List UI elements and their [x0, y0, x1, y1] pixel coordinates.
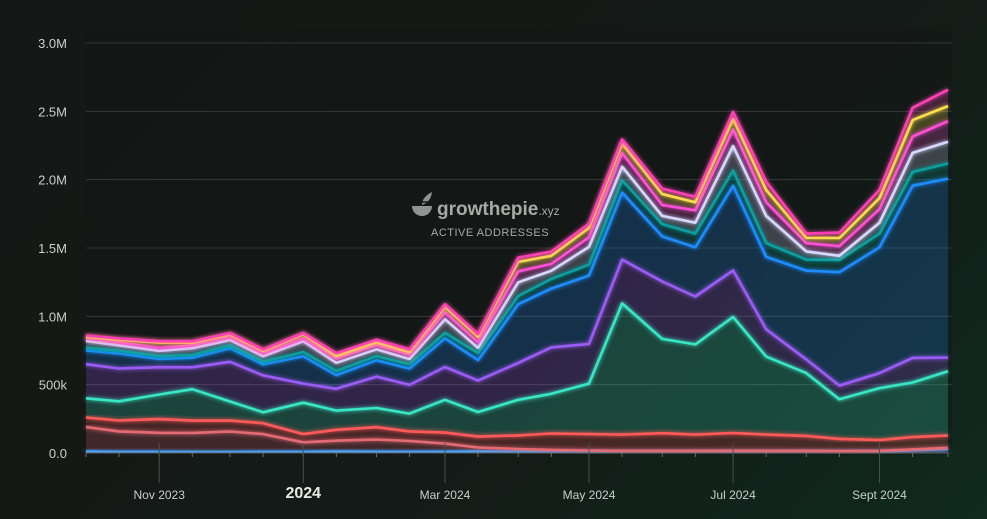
series-area-2 [86, 417, 948, 452]
series-lines [85, 88, 949, 454]
y-tick-label: 0.0 [49, 446, 67, 461]
x-tick-label: 2024 [285, 485, 321, 502]
series-line-1 [85, 425, 949, 453]
series-area-5 [86, 178, 948, 389]
series-line-8 [85, 120, 949, 360]
x-tick-label: Nov 2023 [134, 488, 186, 502]
x-tick-label: Sept 2024 [852, 488, 907, 502]
series-line-5 [85, 177, 949, 377]
series-line-4 [85, 258, 949, 391]
series-line-10 [85, 88, 949, 355]
watermark-subtitle: ACTIVE ADDRESSES [431, 227, 549, 239]
svg-text:growthepie.xyz: growthepie.xyz [437, 199, 560, 220]
y-tick-label: 2.5M [38, 104, 67, 119]
watermark-brand-suffix: .xyz [538, 204, 559, 218]
x-tick-label: Mar 2024 [420, 488, 471, 502]
series-line-7 [85, 140, 949, 365]
y-tick-label: 1.5M [38, 241, 67, 256]
series-area-4 [86, 259, 948, 414]
x-axis: Nov 2023 2024 Mar 2024 May 2024 Jul 2024 Sept… [85, 443, 949, 502]
y-tick-label: 1.0M [38, 309, 67, 324]
watermark-brand-mid: thepie [482, 199, 538, 220]
series-line-6 [85, 162, 949, 373]
x-tick-label: May 2024 [563, 488, 616, 502]
y-axis: 0.0 500k 1.0M 1.5M 2.0M 2.5M 3.0M [38, 36, 67, 461]
watermark-brand-prefix: grow [437, 199, 483, 220]
y-tick-label: 2.0M [38, 173, 67, 188]
watermark: growthepie.xyz ACTIVE ADDRESSES [412, 192, 560, 239]
pie-leaf-icon [412, 192, 432, 216]
series-area-1 [86, 427, 948, 452]
series-line-2 [85, 416, 949, 442]
series-line-3 [85, 302, 949, 415]
series-area-3 [86, 303, 948, 440]
y-tick-label: 500k [39, 378, 68, 393]
x-tick-label: Jul 2024 [710, 488, 756, 502]
y-tick-label: 3.0M [38, 36, 67, 51]
